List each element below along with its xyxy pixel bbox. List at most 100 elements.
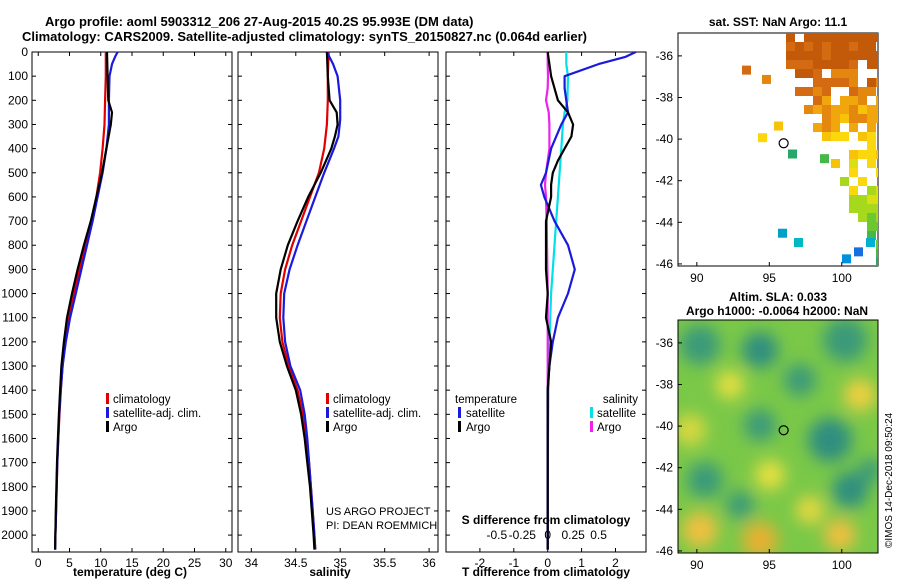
sst-cell (840, 60, 849, 69)
sst-cell (822, 123, 831, 132)
sst-map-title: sat. SST: NaN Argo: 11.1 (709, 15, 848, 29)
sst-cell (804, 87, 813, 96)
sst-cell (849, 96, 858, 105)
sst-cell (849, 186, 858, 195)
sla-map-axes: 90 95 100 -36 -38 -40 -42 -44 -46 (656, 336, 852, 572)
sst-cell (831, 60, 840, 69)
depth-tick-label: 900 (8, 262, 28, 276)
sst-cell (858, 42, 867, 51)
sla-map-title: Altim. SLA: 0.033 (729, 290, 827, 304)
salinity-axes: 34 34.5 35 35.5 36 (245, 52, 436, 570)
sst-cell (795, 51, 804, 60)
legend-label: Argo (597, 422, 621, 434)
sst-cell (876, 258, 878, 266)
sst-cell (795, 42, 804, 51)
sst-cell (876, 213, 878, 222)
sst-cell (849, 168, 858, 177)
sst-cell (867, 132, 876, 141)
difference-axes: -2 -1 0 1 2-0.5 -0.25 0 0.25 0.5 (475, 52, 619, 570)
sst-cell (794, 238, 803, 248)
sst-cell (804, 42, 813, 51)
depth-tick-label: 1300 (1, 359, 28, 373)
sst-cell (867, 114, 876, 123)
sst-cell (804, 60, 813, 69)
depth-tick-label: 100 (8, 69, 28, 83)
sla-map-lon-label: 100 (832, 558, 852, 572)
depth-tick-label: 1200 (1, 335, 28, 349)
sst-cell (876, 78, 878, 87)
sst-cell (840, 78, 849, 87)
depth-tick-label: 1100 (2, 311, 28, 325)
sst-cell (804, 69, 813, 78)
sst-cell (842, 254, 851, 264)
sst-cell (867, 141, 876, 150)
sst-cell (831, 132, 840, 141)
sst-cell (867, 60, 876, 69)
sst-cell (849, 195, 858, 204)
sst-cell (822, 78, 831, 87)
sst-cell (849, 69, 858, 78)
series-argo (275, 51, 339, 550)
legend-label: satellite-adj. clim. (333, 408, 421, 420)
temperature-axes: 0 5 10 15 20 25 30 (35, 52, 233, 570)
sst-map-axes: 90 95 100 -36 -38 -40 -42 -44 -46 (656, 49, 852, 285)
sst-cell (849, 78, 858, 87)
depth-tick-label: 1000 (1, 287, 28, 301)
series-satellite-adj-clim (282, 51, 342, 550)
sst-cell (813, 123, 822, 132)
sst-cell (813, 51, 822, 60)
sst-cell (867, 204, 876, 213)
sst-map-lon-label: 100 (832, 271, 852, 285)
temperature-x-tick-label: 15 (125, 556, 139, 570)
sst-cell (813, 69, 822, 78)
depth-axis: 0 100 200 300 400 500 600 700 800 900 1000 1100 1200… (1, 45, 646, 542)
sst-cell (876, 96, 878, 105)
legend-label: satellite (597, 408, 636, 420)
sst-cell (876, 249, 878, 258)
sst-cell (849, 51, 858, 60)
sst-cell (849, 87, 858, 96)
sst-cell (786, 51, 795, 60)
temperature-x-tick-label: 20 (157, 556, 171, 570)
sst-cell (858, 114, 867, 123)
salinity-x-label: salinity (309, 565, 351, 579)
sst-cell (867, 186, 876, 195)
sst-cell (822, 42, 831, 51)
sst-cell (849, 33, 858, 42)
temperature-x-tick-label: 5 (66, 556, 73, 570)
sla-blob (796, 496, 824, 524)
sst-cell (820, 154, 829, 164)
legend-label: climatology (113, 394, 171, 406)
sla-blob (742, 332, 778, 368)
sla-map-lat-label: -46 (656, 544, 674, 558)
legend-swatch-argo (326, 421, 329, 432)
sst-cell (813, 33, 822, 42)
depth-tick-label: 1800 (1, 480, 28, 494)
sla-map-lat-label: -38 (656, 377, 674, 391)
sst-cell (858, 105, 867, 114)
temperature-x-tick-label: 30 (219, 556, 233, 570)
sst-cell (840, 33, 849, 42)
legend-label: climatology (333, 394, 391, 406)
legend-swatch-s-satellite (590, 407, 593, 418)
difference-legend: temperature satellite Argo salinity sate… (455, 394, 638, 434)
sst-cell (876, 240, 878, 249)
temperature-plot-area (31, 51, 233, 553)
t-difference-x-tick-label: -1 (508, 556, 519, 570)
sst-map-lat-label: -46 (656, 257, 674, 271)
sst-cell (822, 87, 831, 96)
depth-tick-label: 0 (21, 45, 28, 59)
legend-swatch-t-argo (458, 421, 461, 432)
sst-cell (822, 105, 831, 114)
sst-cell (849, 159, 858, 168)
argo-position-marker (778, 138, 789, 149)
sst-cell (867, 213, 876, 222)
sla-blob (844, 379, 876, 411)
sst-cell (840, 69, 849, 78)
sst-cell (867, 87, 876, 96)
sla-map-lat-label: -42 (656, 461, 674, 475)
sst-cell (831, 123, 840, 132)
sla-map-lat-label: -44 (656, 502, 674, 516)
legend-label: satellite (466, 408, 505, 420)
depth-tick-label: 1600 (1, 431, 28, 445)
